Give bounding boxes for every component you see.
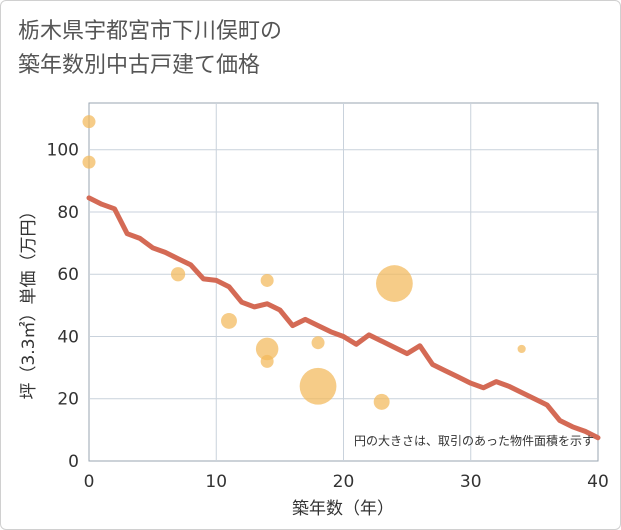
y-tick-label: 20 <box>57 390 79 410</box>
chart-title-line-2: 築年数別中古戸建て価格 <box>18 53 261 78</box>
data-point-bubble <box>260 273 274 287</box>
data-point-bubble <box>376 265 413 302</box>
data-point-bubble <box>373 393 390 410</box>
x-axis-label: 築年数（年） <box>292 499 394 519</box>
y-tick-label: 80 <box>57 203 79 223</box>
data-point-bubble <box>299 367 337 405</box>
y-axis-label: 坪（3.3㎡）単価（万円） <box>19 202 39 399</box>
x-tick-label: 30 <box>460 472 482 492</box>
data-point-bubble <box>517 344 526 354</box>
x-tick-label: 40 <box>587 472 609 492</box>
data-point-bubble <box>260 354 274 368</box>
data-point-bubble <box>311 336 325 350</box>
data-point-bubble <box>82 155 96 169</box>
bubble-size-note: 円の大きさは、取引のあった物件面積を示す <box>354 433 594 448</box>
chart-title: 栃木県宇都宮市下川俣町の 築年数別中古戸建て価格 <box>18 15 282 83</box>
y-tick-label: 0 <box>68 452 79 472</box>
axis-ticks: 0 10 20 30 40 0 20 40 60 80 100 <box>47 141 609 492</box>
bubble-series <box>82 115 526 410</box>
data-point-bubble <box>221 312 237 329</box>
data-point-bubble <box>170 267 186 282</box>
y-tick-label: 100 <box>47 141 79 161</box>
x-tick-label: 10 <box>205 472 227 492</box>
chart-title-line-1: 栃木県宇都宮市下川俣町の <box>18 19 283 44</box>
y-tick-label: 40 <box>57 327 79 347</box>
y-tick-label: 60 <box>57 265 79 285</box>
data-point-bubble <box>255 337 279 361</box>
trend-line <box>86 195 601 441</box>
x-tick-label: 0 <box>84 472 95 492</box>
data-point-bubble <box>82 115 96 129</box>
x-tick-label: 20 <box>333 472 355 492</box>
trend-series <box>86 195 601 441</box>
